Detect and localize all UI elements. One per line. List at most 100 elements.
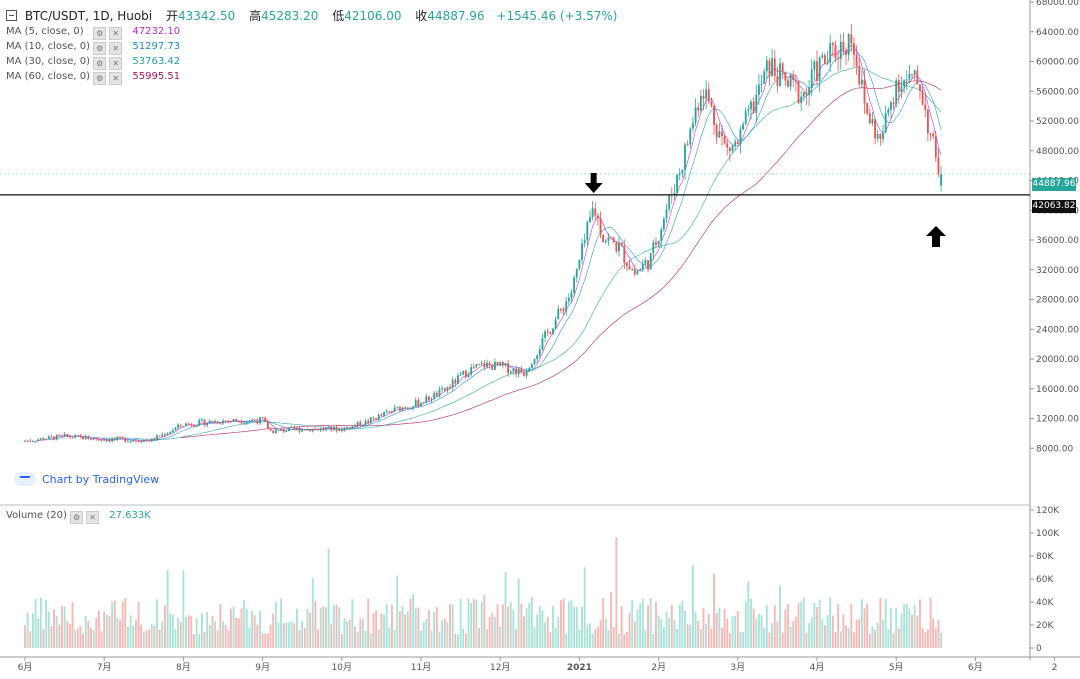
volume-bar xyxy=(401,605,404,648)
volume-bar xyxy=(874,629,877,648)
volume-bar xyxy=(623,634,626,648)
volume-bar xyxy=(602,598,605,648)
candle-body xyxy=(710,101,713,106)
candle-body xyxy=(750,101,752,110)
volume-bar xyxy=(794,616,797,648)
volume-bar xyxy=(676,628,679,648)
candle-body xyxy=(309,428,312,432)
close-icon[interactable]: ✕ xyxy=(109,57,123,70)
ma-value: 47232.10 xyxy=(132,26,181,37)
close-icon[interactable]: ✕ xyxy=(109,42,123,55)
ma-legend-60[interactable]: MA (60, close, 0) ⚙ ✕ 55995.51 xyxy=(6,71,180,85)
arrow-down-icon xyxy=(584,173,603,193)
candle-body xyxy=(686,144,689,146)
volume-bar xyxy=(76,628,79,648)
price-tick-label: 60000.00 xyxy=(1036,58,1079,68)
candle-body xyxy=(731,145,734,152)
volume-bar xyxy=(628,612,631,648)
ma-legend-10[interactable]: MA (10, close, 0) ⚙ ✕ 51297.73 xyxy=(6,41,180,55)
volume-bar xyxy=(451,604,454,648)
tradingview-brand[interactable]: Chart by TradingView xyxy=(14,472,159,486)
volume-bar xyxy=(309,612,312,648)
volume-bar xyxy=(222,621,224,648)
volume-bar xyxy=(462,628,465,648)
close-icon[interactable]: ✕ xyxy=(109,72,123,85)
volume-bar xyxy=(427,610,430,648)
symbol-title[interactable]: BTC/USDT, 1D, Huobi xyxy=(24,9,153,23)
candle-body xyxy=(229,421,232,423)
collapse-icon[interactable] xyxy=(6,10,17,21)
candle-body xyxy=(882,132,884,139)
candle-body xyxy=(641,263,644,270)
candle-body xyxy=(507,363,510,374)
candle-body xyxy=(776,76,779,86)
candle-body xyxy=(174,427,177,431)
volume-bar xyxy=(528,603,531,648)
price-tick-label: 24000.00 xyxy=(1036,325,1079,335)
settings-icon[interactable]: ⚙ xyxy=(93,72,107,85)
volume-bar xyxy=(575,607,578,648)
candle-body xyxy=(140,441,143,443)
candle-body xyxy=(127,441,129,443)
volume-bar xyxy=(773,605,776,648)
close-icon[interactable]: ✕ xyxy=(109,27,123,40)
settings-icon[interactable]: ⚙ xyxy=(93,57,107,70)
volume-bar xyxy=(351,599,354,648)
candle-body xyxy=(272,430,275,434)
candle-body xyxy=(195,425,198,427)
settings-icon[interactable]: ⚙ xyxy=(93,27,107,40)
volume-bar xyxy=(293,623,296,648)
volume-bar xyxy=(185,617,187,648)
candle-body xyxy=(351,425,354,429)
chart-header: BTC/USDT, 1D, Huobi 开43342.50 高45283.20 … xyxy=(6,7,617,24)
volume-bar xyxy=(816,607,818,648)
candle-body xyxy=(779,63,781,86)
settings-icon[interactable]: ⚙ xyxy=(93,42,107,55)
volume-bar xyxy=(752,608,755,648)
volume-bar xyxy=(338,607,341,648)
candle-body xyxy=(148,440,151,442)
volume-bar xyxy=(103,612,106,648)
volume-bar xyxy=(169,613,172,648)
volume-bar xyxy=(235,617,238,648)
volume-bar xyxy=(29,631,32,648)
candle-body xyxy=(644,260,647,264)
volume-bar xyxy=(594,629,597,648)
volume-bar xyxy=(647,605,649,648)
candle-body xyxy=(668,194,671,210)
volume-bar xyxy=(55,615,58,648)
candle-body xyxy=(340,428,343,431)
volume-bar xyxy=(317,629,319,648)
volume-bar xyxy=(747,580,750,648)
volume-bar xyxy=(414,608,417,648)
price-tick-label: 32000.00 xyxy=(1036,266,1079,276)
candle-body xyxy=(504,363,507,366)
volume-bar xyxy=(639,603,642,648)
candle-body xyxy=(58,434,61,436)
volume-legend[interactable]: Volume (20) ⚙ ✕ 27.633K xyxy=(6,510,151,524)
candle-body xyxy=(290,427,293,429)
volume-bar xyxy=(499,626,502,648)
candle-body xyxy=(760,83,763,85)
volume-bar xyxy=(409,598,412,648)
volume-bar xyxy=(771,623,774,648)
candle-body xyxy=(66,434,69,437)
candle-body xyxy=(821,55,824,58)
volume-bar xyxy=(277,622,280,648)
settings-icon[interactable]: ⚙ xyxy=(70,511,84,524)
close-icon[interactable]: ✕ xyxy=(86,511,100,524)
candle-body xyxy=(697,107,700,111)
ma-legend-30[interactable]: MA (30, close, 0) ⚙ ✕ 53763.42 xyxy=(6,56,180,70)
candle-body xyxy=(145,439,148,441)
volume-bar xyxy=(739,631,742,648)
ma-legend-5[interactable]: MA (5, close, 0) ⚙ ✕ 47232.10 xyxy=(6,26,180,40)
candlestick-series xyxy=(24,23,943,444)
volume-bar xyxy=(905,603,908,648)
volume-bar xyxy=(39,597,42,648)
time-tick-label: 9月 xyxy=(255,662,270,673)
volume-value: 27.633K xyxy=(109,510,151,521)
candle-body xyxy=(594,208,597,216)
volume-bar xyxy=(319,607,322,648)
candle-body xyxy=(200,419,203,421)
